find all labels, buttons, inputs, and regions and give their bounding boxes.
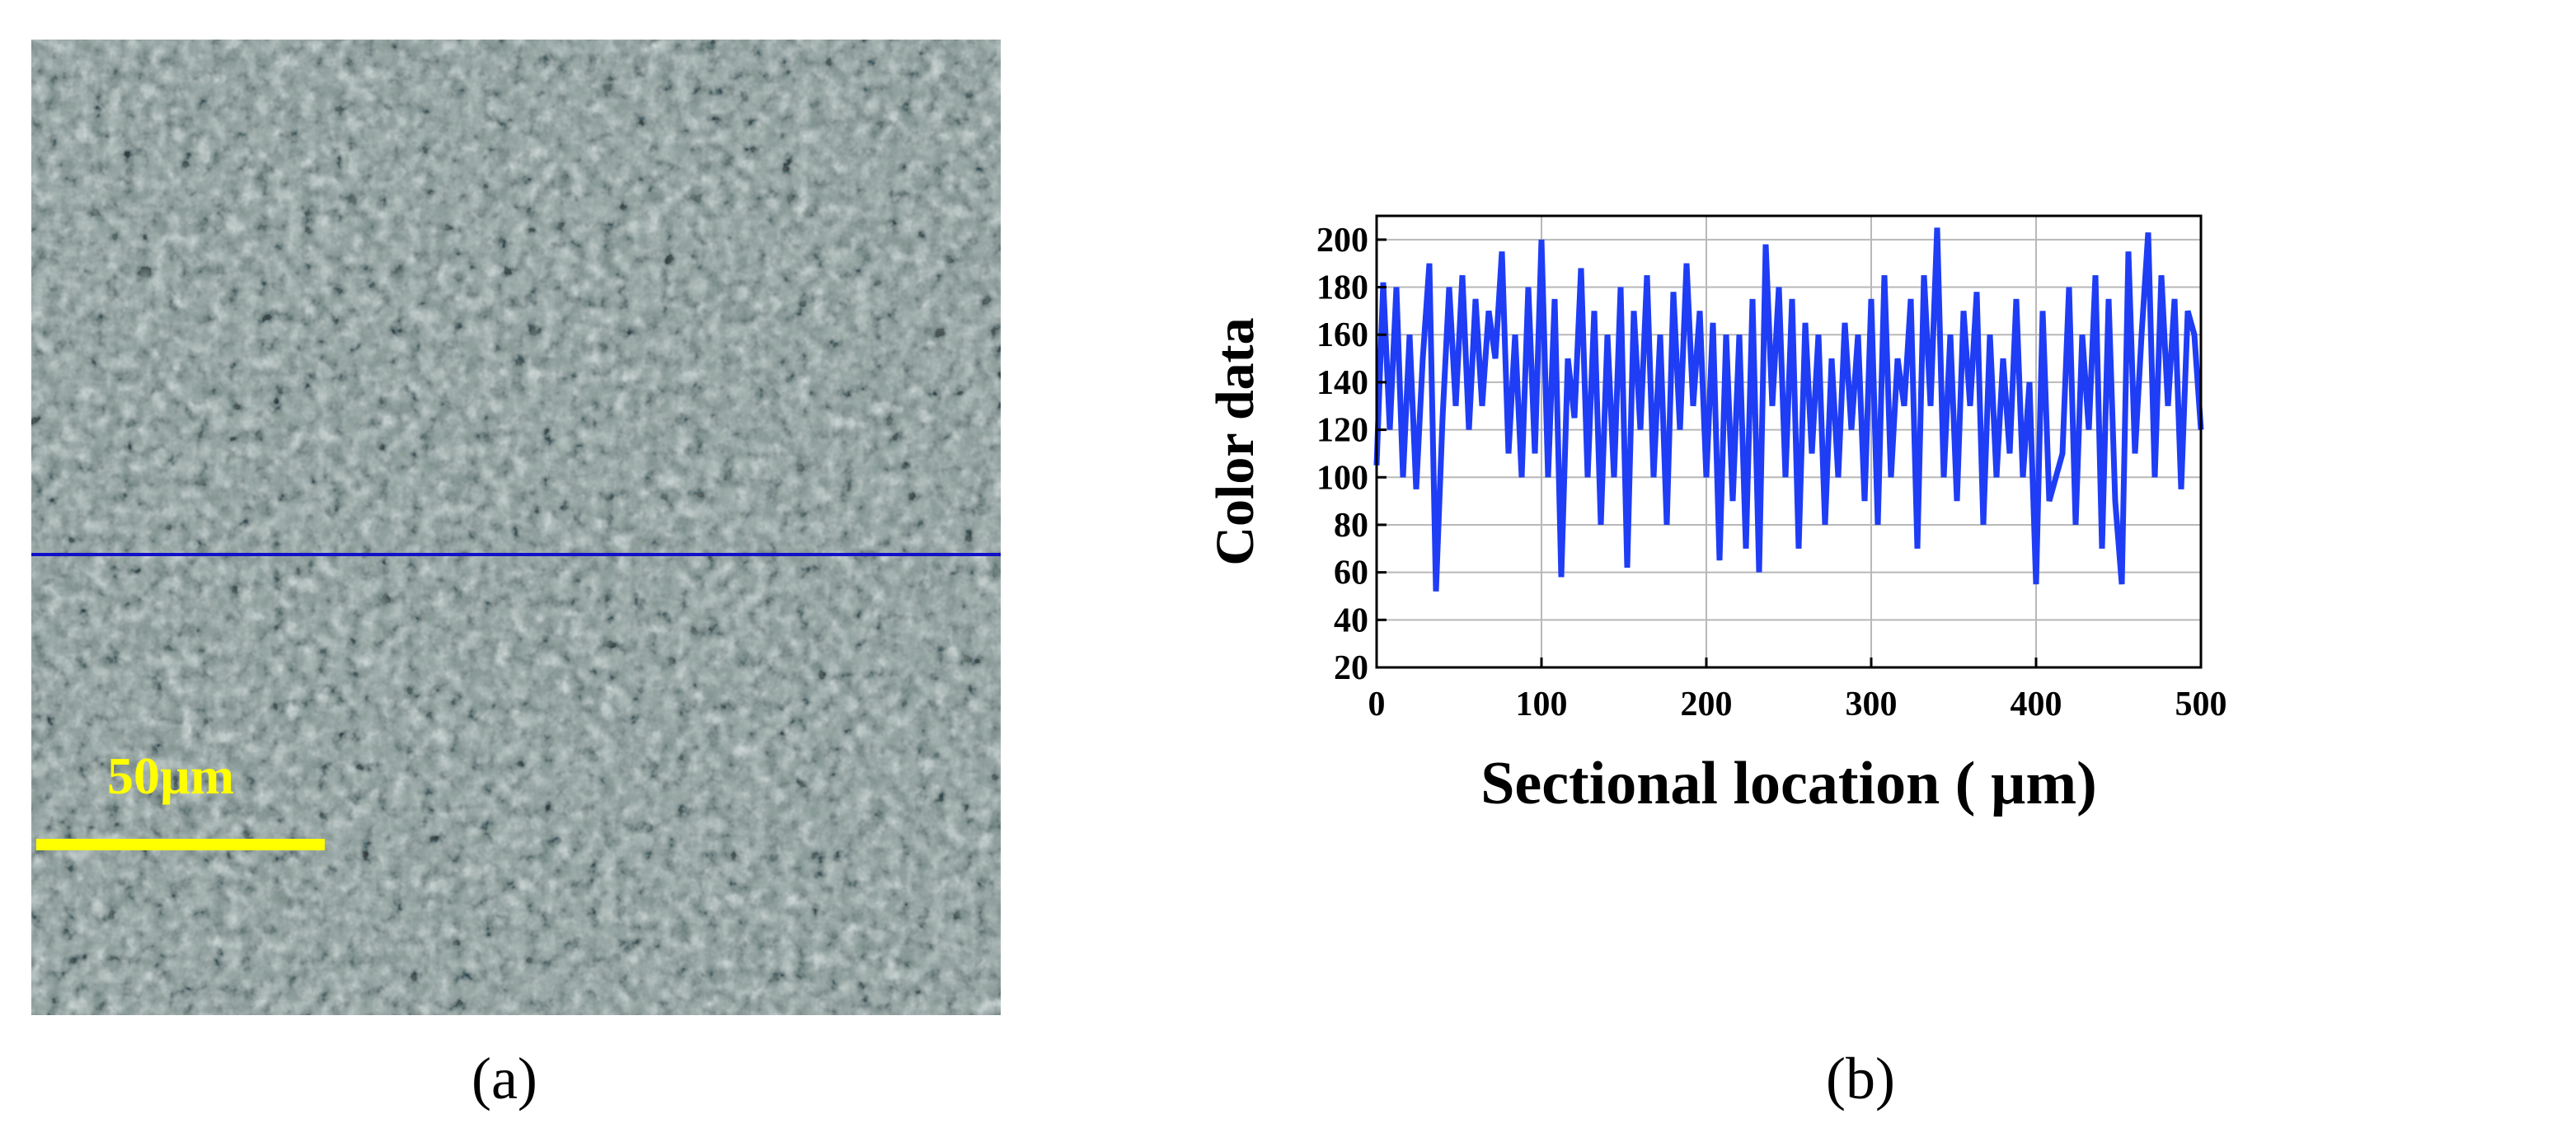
y-tick-label-1: 40 [1334, 601, 1368, 639]
panel-label-b: (b) [1826, 1046, 1895, 1112]
x-tick-label-5: 500 [2175, 686, 2227, 723]
x-tick-label-4: 400 [2011, 686, 2062, 723]
y-axis-title: Color data [1205, 317, 1265, 565]
y-tick-label-6: 140 [1316, 364, 1368, 402]
panel-label-a: (a) [472, 1046, 537, 1112]
y-tick-label-0: 20 [1334, 649, 1368, 687]
y-tick-label-7: 160 [1316, 316, 1368, 354]
plot-frame [1375, 214, 2203, 669]
color-data-chart: 20 40 60 80 100 120 140 160 180 200 0 100 200 300 400 5… [1205, 214, 2227, 817]
tick-layer: 20 40 60 80 100 120 140 160 180 200 0 100 200 300 400 5… [1316, 222, 2227, 723]
line-layer [1373, 227, 2204, 592]
scale-bar [36, 839, 325, 850]
x-tick-label-1: 100 [1516, 686, 1568, 723]
series-line-0 [1373, 227, 2204, 592]
micrograph-image [31, 40, 1001, 1015]
y-tick-label-4: 100 [1316, 459, 1368, 497]
y-tick-label-8: 180 [1316, 269, 1368, 307]
x-tick-label-0: 0 [1368, 686, 1386, 723]
x-tick-label-2: 200 [1681, 686, 1733, 723]
y-tick-label-5: 120 [1316, 412, 1368, 450]
x-axis-title: Sectional location ( µm) [1480, 750, 2097, 817]
y-tick-label-2: 60 [1334, 555, 1368, 592]
scale-bar-label: 50µm [107, 747, 235, 805]
y-tick-label-3: 80 [1334, 507, 1368, 545]
y-tick-label-9: 200 [1316, 222, 1368, 260]
x-tick-label-3: 300 [1846, 686, 1898, 723]
